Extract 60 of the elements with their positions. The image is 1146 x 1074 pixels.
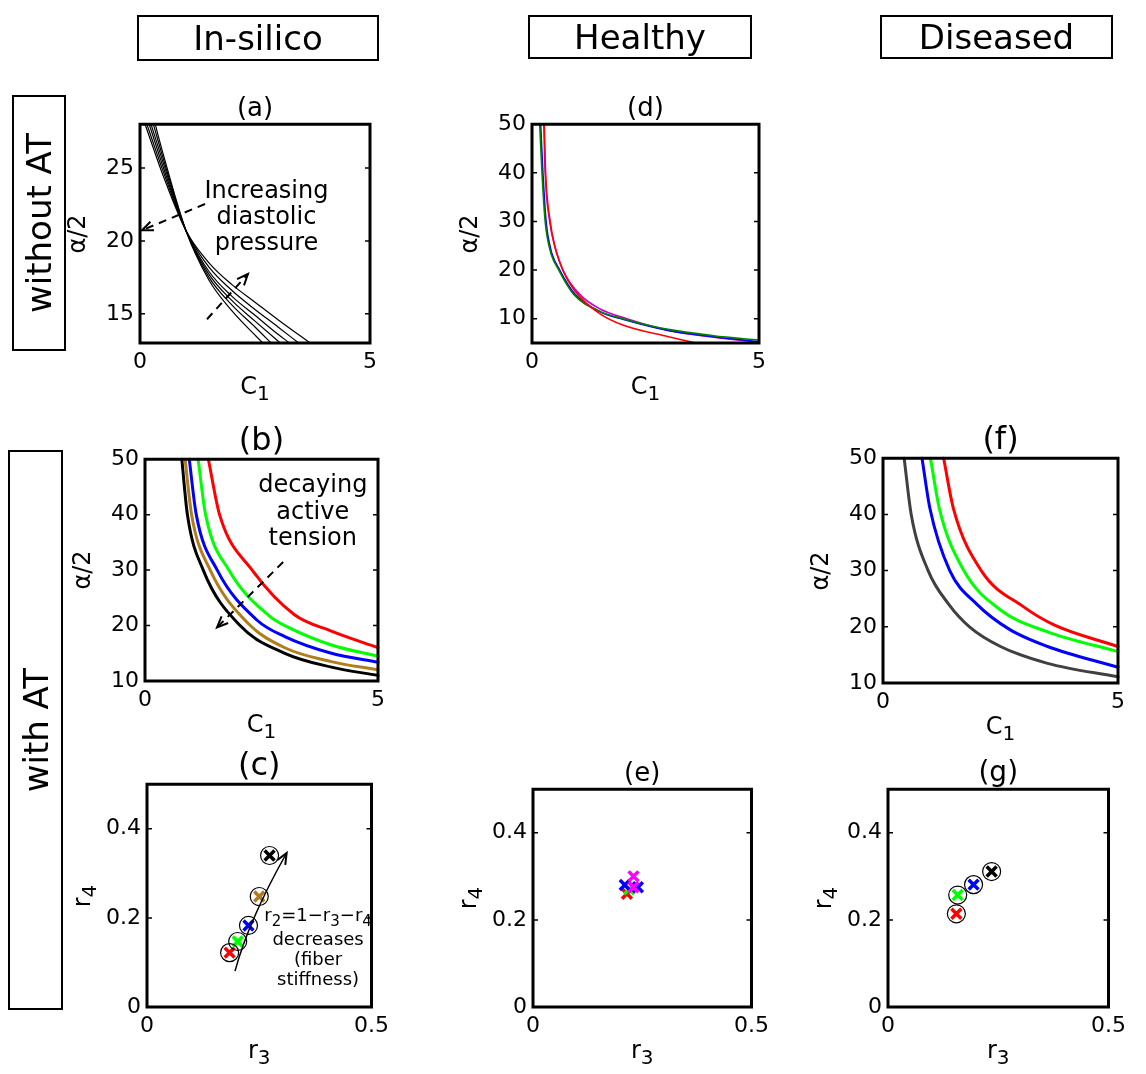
chart-title: (c) <box>237 745 281 784</box>
x-axis-title: r$_{3}$ <box>630 1036 654 1069</box>
y-axis-title: α/2 <box>63 214 92 254</box>
y-tick-label: 30 <box>498 207 526 233</box>
y-tick-label: 0.2 <box>492 905 527 931</box>
y-tick-label: 40 <box>498 158 526 184</box>
y-tick-label: 15 <box>106 299 134 325</box>
chart-title: (a) <box>236 92 274 124</box>
text: r$_{2}$=1−r$_{3}$−r$_{4}$ decreases (fiber stiffness) <box>264 904 372 990</box>
y-tick-label: 30 <box>849 556 877 582</box>
y-tick-label: 40 <box>111 500 139 526</box>
chart-title: (b) <box>238 420 285 459</box>
x-tick-label: 5 <box>1111 687 1125 713</box>
y-axis-title: α/2 <box>455 214 484 254</box>
y-tick-label: 25 <box>106 153 134 179</box>
text: with AT <box>15 667 56 793</box>
y-tick-label: 0 <box>868 992 882 1018</box>
x-tick-label: 5 <box>371 685 385 711</box>
x-axis-title: C$_{1}$ <box>240 372 270 405</box>
y-tick-label: 10 <box>849 668 877 694</box>
text: without AT <box>19 132 59 313</box>
x-tick-label: 0.5 <box>354 1011 390 1037</box>
chart-title: (g) <box>978 755 1019 789</box>
y-tick-label: 0.2 <box>847 905 882 931</box>
x-axis-title: C$_{1}$ <box>246 710 277 743</box>
y-axis-title: α/2 <box>68 550 97 590</box>
chart-title: (e) <box>624 757 661 789</box>
y-tick-label: 0.2 <box>106 903 141 929</box>
text: In-silico <box>193 18 323 58</box>
y-tick-label: 30 <box>111 555 139 581</box>
chart-title: (f) <box>982 419 1019 458</box>
text: Diseased <box>918 17 1075 57</box>
annotation: decaying active tension <box>258 470 368 552</box>
y-tick-label: 10 <box>111 666 139 692</box>
y-tick-label: 20 <box>106 226 134 252</box>
y-tick-label: 40 <box>849 500 877 526</box>
x-tick-label: 5 <box>752 347 766 373</box>
y-tick-label: 20 <box>849 612 877 638</box>
annotation: Increasing diastolic pressure <box>204 175 329 257</box>
x-axis-title: r$_{3}$ <box>247 1036 271 1069</box>
chart-title: (d) <box>627 92 664 124</box>
y-tick-label: 20 <box>498 255 526 281</box>
y-tick-label: 50 <box>498 109 526 135</box>
y-tick-label: 0 <box>513 992 527 1018</box>
x-tick-label: 0.5 <box>1091 1011 1127 1037</box>
y-tick-label: 0 <box>127 992 141 1018</box>
y-tick-label: 20 <box>111 611 139 637</box>
y-tick-label: 50 <box>111 444 139 470</box>
x-axis-title: r$_{3}$ <box>986 1036 1010 1069</box>
y-tick-label: 50 <box>849 443 877 469</box>
x-axis-title: C$_{1}$ <box>985 712 1016 745</box>
y-tick-label: 10 <box>498 304 526 330</box>
y-tick-label: 0.4 <box>847 818 882 844</box>
y-axis-title: α/2 <box>806 551 835 591</box>
x-tick-label: 5 <box>363 347 377 373</box>
y-tick-label: 0.4 <box>492 818 527 844</box>
x-tick-label: 0.5 <box>734 1011 770 1037</box>
x-axis-title: C$_{1}$ <box>630 372 661 405</box>
text: Healthy <box>574 17 706 57</box>
y-tick-label: 0.4 <box>106 814 141 840</box>
